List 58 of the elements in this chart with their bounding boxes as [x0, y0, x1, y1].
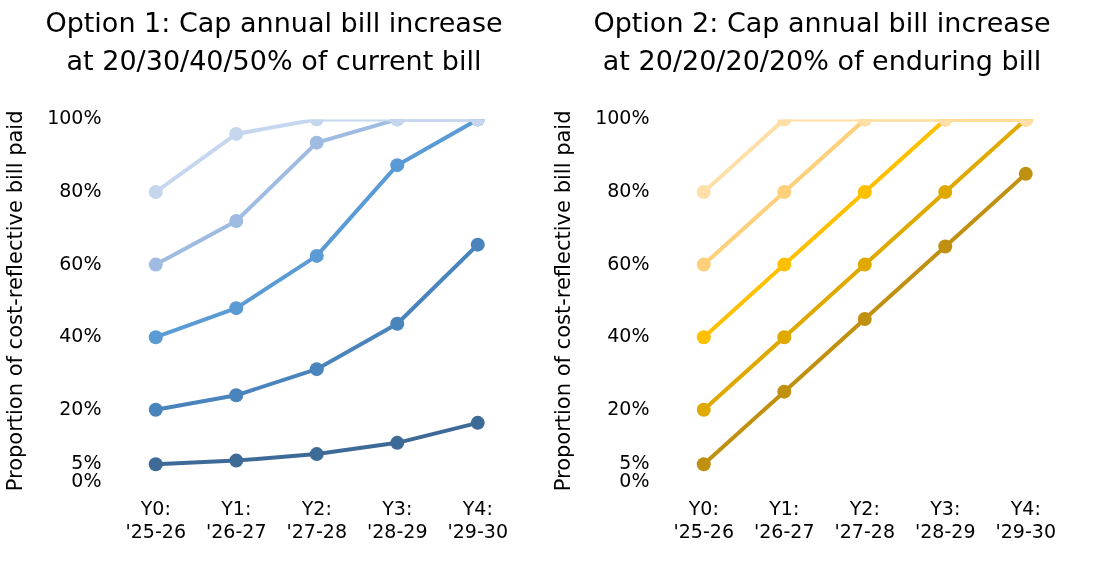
y-tick-label: 100%	[47, 106, 102, 129]
point	[470, 415, 485, 430]
x-tick-label: Y1: '26-27	[206, 496, 267, 542]
chart-title: Option 1: Cap annual bill increase at 20/30/40/50% of current bill	[44, 6, 504, 78]
point	[309, 447, 324, 462]
point	[857, 312, 872, 327]
point	[148, 457, 163, 472]
point	[696, 330, 711, 345]
x-tick-label: Y2: '27-28	[286, 496, 347, 542]
y-tick-label: 40%	[59, 324, 102, 347]
point	[309, 248, 324, 263]
point	[309, 135, 324, 150]
y-tick-label: 80%	[607, 178, 650, 201]
point	[777, 384, 792, 399]
point	[696, 185, 711, 199]
point	[696, 402, 711, 417]
point	[390, 316, 405, 331]
point	[470, 237, 485, 252]
point	[229, 453, 244, 468]
point	[938, 185, 953, 199]
point	[1018, 166, 1033, 181]
point	[390, 158, 405, 173]
point	[148, 330, 163, 345]
y-tick-label: 60%	[59, 251, 102, 274]
point	[777, 257, 792, 272]
y-tick-label: 80%	[59, 178, 102, 201]
point	[309, 362, 324, 377]
point	[229, 126, 244, 141]
point	[229, 214, 244, 229]
point	[229, 301, 244, 316]
y-tick-label: 60%	[607, 251, 650, 274]
x-tick-label: Y2: '27-28	[834, 496, 895, 542]
x-tick-label: Y4: '29-30	[995, 496, 1056, 542]
point	[938, 239, 953, 254]
point	[696, 457, 711, 472]
y-tick-label: 40%	[607, 324, 650, 347]
x-tick-label: Y3: '28-29	[367, 496, 428, 542]
x-tick-label: Y1: '26-27	[754, 496, 815, 542]
point	[857, 185, 872, 199]
x-tick-label: Y4: '29-30	[447, 496, 508, 542]
y-tick-label: 20%	[59, 396, 102, 419]
point	[390, 435, 405, 450]
point	[148, 257, 163, 272]
point	[229, 388, 244, 403]
x-tick-label: Y3: '28-29	[915, 496, 976, 542]
y-tick-label: 20%	[607, 396, 650, 419]
point	[148, 185, 163, 199]
point	[857, 257, 872, 272]
point	[148, 402, 163, 417]
point	[777, 185, 792, 199]
point	[777, 330, 792, 345]
point	[696, 257, 711, 272]
y-tick-label: 100%	[595, 106, 650, 129]
chart-title: Option 2: Cap annual bill increase at 20/20/20/20% of enduring bill	[592, 6, 1052, 78]
x-tick-label: Y0: '25-26	[125, 496, 186, 542]
y-axis-title: Proportion of cost-reflective bill paid	[551, 110, 576, 492]
y-axis-title: Proportion of cost-reflective bill paid	[3, 110, 28, 492]
x-tick-label: Y0: '25-26	[673, 496, 734, 542]
